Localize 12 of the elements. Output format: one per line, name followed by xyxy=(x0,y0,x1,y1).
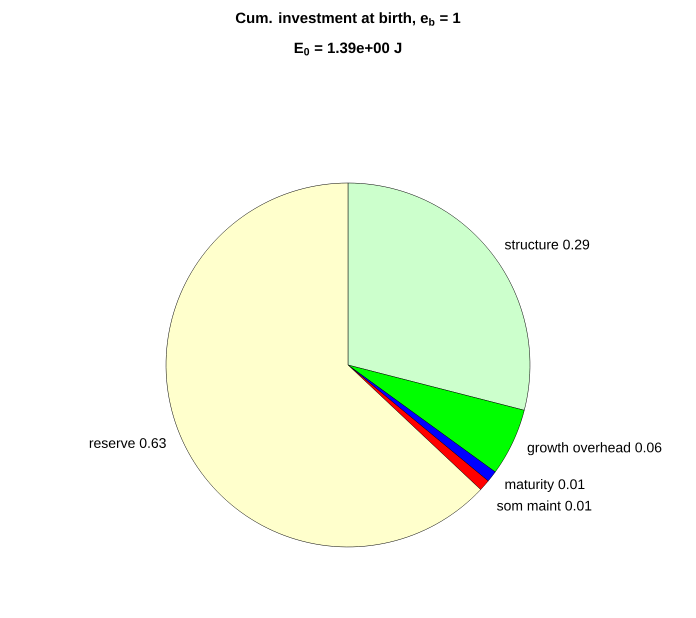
slice-label: reserve xyxy=(90,440,135,448)
slice-label: som maint xyxy=(497,500,561,511)
data-label: 0.29 xyxy=(563,240,590,250)
data-label: 0.01 xyxy=(558,479,584,490)
chart-subtitle: E$_{0}$ = 1.39e+00 J xyxy=(294,42,402,56)
data-label: 0.63 xyxy=(140,438,166,448)
data-label: 0.01 xyxy=(565,500,592,511)
slice-label: maturity xyxy=(505,478,554,492)
data-label: 0.06 xyxy=(635,442,662,452)
chart-title: Cum. investment at birth, e$_{b}$ = 1 xyxy=(236,12,460,26)
slice-label: structure xyxy=(504,240,558,250)
slice-label: growth overhead xyxy=(528,442,630,456)
